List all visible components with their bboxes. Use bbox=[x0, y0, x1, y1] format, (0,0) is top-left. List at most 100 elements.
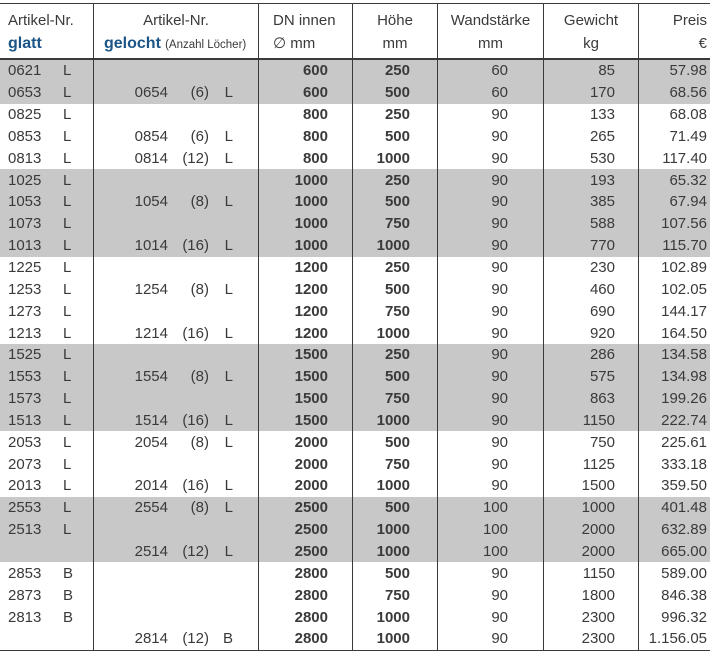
cell-gewicht: 286 bbox=[543, 343, 638, 366]
cell-hoehe: 1000 bbox=[352, 540, 437, 563]
cell-artikel-gelocht bbox=[93, 60, 258, 82]
artikel-glatt-number: 2853 bbox=[8, 564, 42, 582]
header-artikel-glatt: Artikel-Nr. glatt bbox=[0, 4, 93, 58]
header-preis-unit: € bbox=[698, 35, 707, 52]
cell-hoehe: 1000 bbox=[352, 147, 437, 170]
cell-dn-innen: 2000 bbox=[258, 475, 352, 497]
artikel-gelocht-letter: L bbox=[224, 193, 233, 211]
cell-wandstaerke: 90 bbox=[437, 584, 543, 607]
cell-wandstaerke: 100 bbox=[437, 540, 543, 563]
cell-artikel-gelocht: 0814 (12) L bbox=[93, 147, 258, 170]
cell-artikel-glatt: 1273 L bbox=[0, 300, 93, 322]
artikel-gelocht-letter: L bbox=[224, 368, 233, 386]
cell-artikel-gelocht: 1054 (8) L bbox=[93, 191, 258, 213]
cell-preis: 68.56 bbox=[638, 81, 710, 104]
anzahl-loecher-value: (16) bbox=[182, 411, 209, 429]
header-anzahl-loecher-note: (Anzahl Löcher) bbox=[165, 39, 247, 51]
artikel-gelocht-letter: L bbox=[224, 237, 233, 255]
cell-artikel-glatt: 2553 L bbox=[0, 497, 93, 519]
cell-preis: 199.26 bbox=[638, 387, 710, 410]
cell-dn-innen: 2500 bbox=[258, 496, 352, 519]
header-hoehe-unit: mm bbox=[382, 35, 408, 52]
cell-wandstaerke: 100 bbox=[437, 518, 543, 541]
anzahl-loecher-value: (8) bbox=[190, 368, 209, 386]
artikel-glatt-letter: L bbox=[63, 411, 72, 429]
cell-preis: 68.08 bbox=[638, 103, 710, 126]
cell-dn-innen: 1500 bbox=[258, 409, 352, 432]
cell-preis: 996.32 bbox=[638, 606, 710, 628]
cell-gewicht: 170 bbox=[543, 81, 638, 104]
artikel-gelocht-number: 2054 bbox=[134, 433, 168, 451]
cell-artikel-gelocht: 2814 (12) B bbox=[93, 627, 258, 650]
cell-artikel-gelocht bbox=[93, 169, 258, 192]
cell-preis: 164.50 bbox=[638, 322, 710, 344]
anzahl-loecher-value: (8) bbox=[190, 499, 209, 517]
cell-artikel-gelocht: 2514 (12) L bbox=[93, 540, 258, 563]
table-row: 2513 L 2500 1000 100 2000 632.89 bbox=[0, 518, 710, 541]
cell-artikel-glatt: 0621 L bbox=[0, 60, 93, 82]
cell-dn-innen: 1500 bbox=[258, 343, 352, 366]
artikel-glatt-letter: L bbox=[63, 455, 72, 473]
artikel-gelocht-number: 1214 bbox=[134, 324, 168, 342]
header-artikel-glatt-line2: glatt bbox=[8, 35, 42, 52]
artikel-gelocht-letter: L bbox=[224, 127, 233, 145]
cell-dn-innen: 600 bbox=[258, 81, 352, 104]
artikel-glatt-number: 1053 bbox=[8, 193, 42, 211]
cell-artikel-glatt: 2813 B bbox=[0, 606, 93, 628]
cell-gewicht: 1500 bbox=[543, 475, 638, 497]
cell-wandstaerke: 90 bbox=[437, 562, 543, 585]
table-row: 0653 L 0654 (6) L 600 500 60 170 68.56 bbox=[0, 81, 710, 104]
table-header: Artikel-Nr. glatt Artikel-Nr. gelocht (A… bbox=[0, 3, 710, 60]
cell-preis: 144.17 bbox=[638, 300, 710, 323]
cell-dn-innen: 1200 bbox=[258, 278, 352, 301]
cell-gewicht: 133 bbox=[543, 103, 638, 126]
artikel-gelocht-letter: L bbox=[224, 280, 233, 298]
cell-gewicht: 460 bbox=[543, 278, 638, 301]
artikel-gelocht-letter: B bbox=[222, 630, 233, 648]
cell-gewicht: 588 bbox=[543, 212, 638, 235]
artikel-gelocht-number: 0654 bbox=[134, 84, 168, 102]
cell-wandstaerke: 90 bbox=[437, 627, 543, 650]
header-gelocht-label: gelocht bbox=[104, 35, 161, 52]
header-preis: Preis € bbox=[638, 4, 710, 58]
table-row: 1025 L 1000 250 90 193 65.32 bbox=[0, 169, 710, 192]
cell-dn-innen: 2500 bbox=[258, 540, 352, 563]
artikel-glatt-number: 0653 bbox=[8, 84, 42, 102]
cell-artikel-glatt: 2073 L bbox=[0, 453, 93, 475]
price-table: Artikel-Nr. glatt Artikel-Nr. gelocht (A… bbox=[0, 3, 710, 651]
cell-dn-innen: 800 bbox=[258, 103, 352, 126]
cell-wandstaerke: 90 bbox=[437, 125, 543, 148]
anzahl-loecher-value: (16) bbox=[182, 237, 209, 255]
artikel-glatt-number: 2813 bbox=[8, 608, 42, 626]
artikel-glatt-letter: L bbox=[63, 346, 72, 364]
cell-gewicht: 1800 bbox=[543, 584, 638, 607]
table-row: 1213 L 1214 (16) L 1200 1000 90 920 164.… bbox=[0, 322, 710, 344]
artikel-glatt-letter: L bbox=[63, 237, 72, 255]
cell-dn-innen: 1000 bbox=[258, 191, 352, 213]
cell-artikel-gelocht: 0854 (6) L bbox=[93, 125, 258, 148]
cell-preis: 134.58 bbox=[638, 343, 710, 366]
cell-preis: 632.89 bbox=[638, 518, 710, 541]
cell-artikel-glatt: 1013 L bbox=[0, 235, 93, 257]
anzahl-loecher-value: (6) bbox=[190, 127, 209, 145]
cell-dn-innen: 2000 bbox=[258, 431, 352, 454]
cell-gewicht: 863 bbox=[543, 387, 638, 410]
cell-wandstaerke: 90 bbox=[437, 103, 543, 126]
artikel-glatt-number: 1073 bbox=[8, 215, 42, 233]
cell-artikel-gelocht bbox=[93, 212, 258, 235]
cell-preis: 134.98 bbox=[638, 365, 710, 388]
artikel-glatt-letter: L bbox=[63, 433, 72, 451]
cell-artikel-gelocht: 1254 (8) L bbox=[93, 278, 258, 301]
cell-dn-innen: 2500 bbox=[258, 518, 352, 541]
cell-artikel-glatt: 2873 B bbox=[0, 584, 93, 606]
cell-dn-innen: 1000 bbox=[258, 169, 352, 192]
artikel-glatt-number: 2553 bbox=[8, 499, 42, 517]
artikel-gelocht-number: 1054 bbox=[134, 193, 168, 211]
anzahl-loecher-value: (12) bbox=[182, 630, 209, 648]
artikel-glatt-number: 0813 bbox=[8, 149, 42, 167]
cell-artikel-glatt: 2013 L bbox=[0, 475, 93, 497]
cell-wandstaerke: 90 bbox=[437, 387, 543, 410]
artikel-gelocht-number: 1014 bbox=[134, 237, 168, 255]
cell-dn-innen: 1000 bbox=[258, 212, 352, 235]
cell-dn-innen: 1000 bbox=[258, 234, 352, 257]
